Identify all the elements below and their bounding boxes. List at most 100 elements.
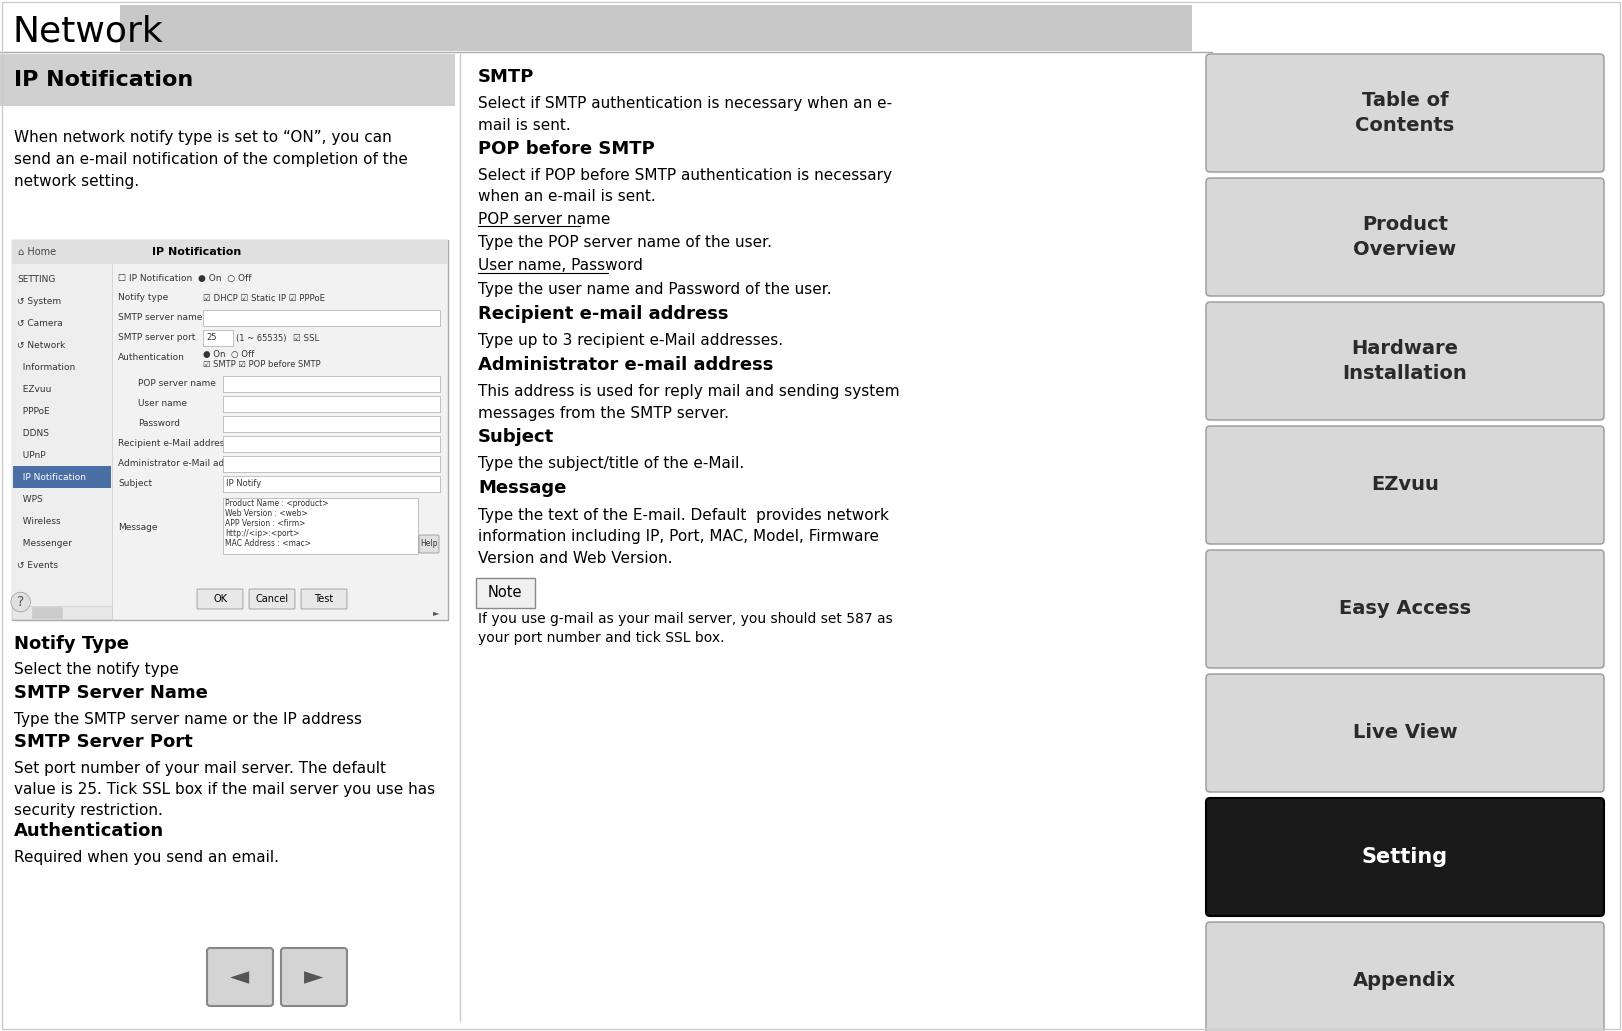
FancyBboxPatch shape	[222, 456, 440, 472]
Text: EZvuu: EZvuu	[1371, 475, 1439, 495]
Text: Cancel: Cancel	[255, 594, 289, 604]
FancyBboxPatch shape	[11, 606, 112, 619]
FancyBboxPatch shape	[0, 106, 456, 1031]
FancyBboxPatch shape	[32, 607, 62, 618]
Text: ● On  ○ Off: ● On ○ Off	[203, 350, 255, 359]
Text: Set port number of your mail server. The default
value is 25. Tick SSL box if th: Set port number of your mail server. The…	[15, 761, 435, 818]
Text: Product Name : <product>: Product Name : <product>	[225, 499, 329, 508]
Text: Easy Access: Easy Access	[1338, 599, 1471, 619]
FancyBboxPatch shape	[11, 264, 112, 620]
Text: If you use g-mail as your mail server, you should set 587 as
your port number an: If you use g-mail as your mail server, y…	[478, 611, 892, 645]
Text: http://<ip>:<port>: http://<ip>:<port>	[225, 530, 298, 538]
Text: 25: 25	[206, 333, 216, 342]
Text: POP before SMTP: POP before SMTP	[478, 140, 655, 158]
Text: ↺ System: ↺ System	[16, 297, 62, 305]
Text: ↺ Events: ↺ Events	[16, 561, 58, 569]
FancyBboxPatch shape	[203, 310, 440, 326]
FancyBboxPatch shape	[1207, 550, 1604, 668]
Text: Administrator e-mail address: Administrator e-mail address	[478, 357, 774, 374]
Text: This address is used for reply mail and sending system
messages from the SMTP se: This address is used for reply mail and …	[478, 385, 900, 421]
Text: Type the user name and Password of the user.: Type the user name and Password of the u…	[478, 281, 832, 297]
Text: Type the SMTP server name or the IP address: Type the SMTP server name or the IP addr…	[15, 711, 362, 727]
Text: Type the text of the E-mail. Default  provides network
information including IP,: Type the text of the E-mail. Default pro…	[478, 507, 889, 566]
Text: ?: ?	[16, 595, 24, 609]
Text: Setting: Setting	[1362, 847, 1448, 867]
FancyBboxPatch shape	[208, 947, 272, 1006]
Text: ↺ Network: ↺ Network	[16, 340, 65, 350]
Text: SMTP Server Port: SMTP Server Port	[15, 733, 193, 752]
FancyBboxPatch shape	[203, 330, 234, 346]
Text: Select the notify type: Select the notify type	[15, 662, 178, 677]
Text: Administrator e-Mail address: Administrator e-Mail address	[118, 460, 248, 468]
FancyBboxPatch shape	[222, 436, 440, 452]
Text: Web Version : <web>: Web Version : <web>	[225, 509, 308, 519]
Text: APP Version : <firm>: APP Version : <firm>	[225, 520, 305, 529]
Text: ⌂ Home: ⌂ Home	[18, 247, 57, 257]
Text: 53: 53	[1562, 1002, 1583, 1020]
Text: User name: User name	[138, 399, 187, 408]
FancyBboxPatch shape	[222, 476, 440, 492]
Text: Select if POP before SMTP authentication is necessary
when an e-mail is sent.: Select if POP before SMTP authentication…	[478, 168, 892, 204]
Text: Recipient e-mail address: Recipient e-mail address	[478, 305, 728, 323]
Text: IP Notification: IP Notification	[16, 472, 86, 481]
FancyBboxPatch shape	[1207, 54, 1604, 172]
Text: SMTP: SMTP	[478, 68, 534, 86]
Text: SETTING: SETTING	[16, 274, 55, 284]
Text: Appendix: Appendix	[1353, 971, 1457, 991]
Text: Network: Network	[11, 15, 162, 49]
Text: When network notify type is set to “ON”, you can
send an e-mail notification of : When network notify type is set to “ON”,…	[15, 130, 407, 190]
Text: Table of
Contents: Table of Contents	[1356, 91, 1455, 135]
Text: EZvuu: EZvuu	[16, 385, 52, 394]
Text: ◄: ◄	[230, 965, 250, 989]
FancyBboxPatch shape	[222, 376, 440, 392]
Text: ☐ IP Notification  ● On  ○ Off: ☐ IP Notification ● On ○ Off	[118, 273, 251, 282]
Text: POP server name: POP server name	[478, 211, 610, 227]
Text: IP Notify: IP Notify	[225, 479, 261, 489]
Text: SMTP server port: SMTP server port	[118, 333, 195, 342]
Text: UPnP: UPnP	[16, 451, 45, 460]
FancyBboxPatch shape	[11, 240, 448, 264]
Text: Wireless: Wireless	[16, 517, 60, 526]
Text: PPPoE: PPPoE	[16, 406, 50, 415]
Text: Authentication: Authentication	[118, 354, 185, 363]
Text: MAC Address : <mac>: MAC Address : <mac>	[225, 539, 311, 548]
Text: Message: Message	[478, 479, 566, 497]
FancyBboxPatch shape	[222, 415, 440, 432]
Text: Subject: Subject	[478, 428, 555, 446]
FancyBboxPatch shape	[475, 577, 535, 607]
FancyBboxPatch shape	[281, 947, 347, 1006]
Text: ☑ SSL: ☑ SSL	[294, 333, 320, 342]
Text: ►: ►	[433, 608, 440, 618]
Text: (1 ~ 65535): (1 ~ 65535)	[235, 333, 287, 342]
FancyBboxPatch shape	[0, 54, 456, 106]
Text: ☑ DHCP ☑ Static IP ☑ PPPoE: ☑ DHCP ☑ Static IP ☑ PPPoE	[203, 294, 324, 302]
FancyBboxPatch shape	[13, 466, 110, 488]
Text: SMTP Server Name: SMTP Server Name	[15, 685, 208, 702]
Text: User name, Password: User name, Password	[478, 258, 642, 273]
Text: ↺ Camera: ↺ Camera	[16, 319, 63, 328]
Text: SMTP server name: SMTP server name	[118, 313, 203, 323]
FancyBboxPatch shape	[196, 589, 243, 609]
Text: Authentication: Authentication	[15, 822, 164, 840]
FancyBboxPatch shape	[1207, 302, 1604, 420]
Text: Notify type: Notify type	[118, 294, 169, 302]
Text: ☑ SMTP ☑ POP before SMTP: ☑ SMTP ☑ POP before SMTP	[203, 360, 321, 368]
Text: Test: Test	[315, 594, 334, 604]
FancyBboxPatch shape	[1207, 426, 1604, 544]
FancyBboxPatch shape	[11, 240, 448, 620]
Text: Recipient e-Mail address: Recipient e-Mail address	[118, 439, 229, 448]
Text: Information: Information	[16, 363, 75, 371]
Text: Password: Password	[138, 420, 180, 429]
FancyBboxPatch shape	[120, 5, 1192, 51]
Text: Messenger: Messenger	[16, 538, 71, 547]
Text: Note: Note	[488, 585, 522, 600]
Text: ►: ►	[305, 965, 324, 989]
Text: Message: Message	[118, 524, 157, 532]
FancyBboxPatch shape	[222, 498, 418, 554]
Text: Subject: Subject	[118, 479, 152, 489]
Text: Required when you send an email.: Required when you send an email.	[15, 850, 279, 865]
FancyBboxPatch shape	[1207, 178, 1604, 296]
FancyBboxPatch shape	[1207, 922, 1604, 1031]
Text: Type the subject/title of the e-Mail.: Type the subject/title of the e-Mail.	[478, 456, 744, 471]
FancyBboxPatch shape	[1207, 674, 1604, 792]
